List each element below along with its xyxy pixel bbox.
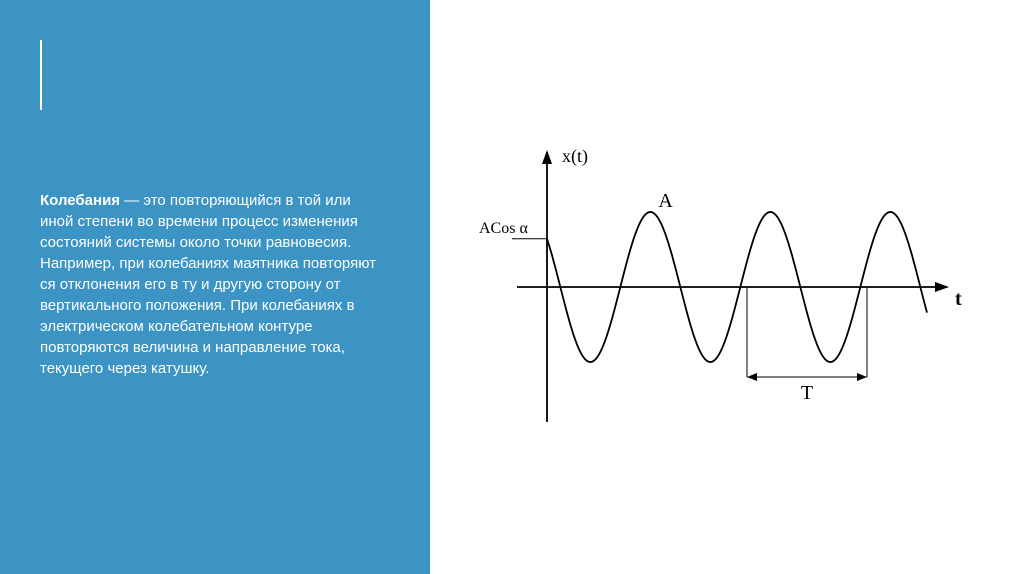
svg-text:T: T	[801, 382, 813, 404]
right-panel: x(t) t A ACos α T	[430, 0, 1024, 574]
chart-svg: x(t) t A ACos α T	[477, 112, 977, 462]
term: Колебания	[40, 192, 120, 209]
accent-line	[40, 40, 42, 110]
svg-text:t: t	[955, 288, 962, 310]
body-text: — это повторяющийся в той или иной степе…	[40, 192, 376, 377]
definition-text: Колебания — это повторяющийся в той или …	[40, 190, 380, 379]
left-panel: Колебания — это повторяющийся в той или …	[0, 0, 430, 574]
svg-text:ACos α: ACos α	[479, 220, 528, 237]
oscillation-chart: x(t) t A ACos α T	[477, 112, 977, 462]
svg-text:A: A	[658, 190, 673, 212]
svg-text:x(t): x(t)	[562, 146, 588, 167]
slide: Колебания — это повторяющийся в той или …	[0, 0, 1024, 574]
